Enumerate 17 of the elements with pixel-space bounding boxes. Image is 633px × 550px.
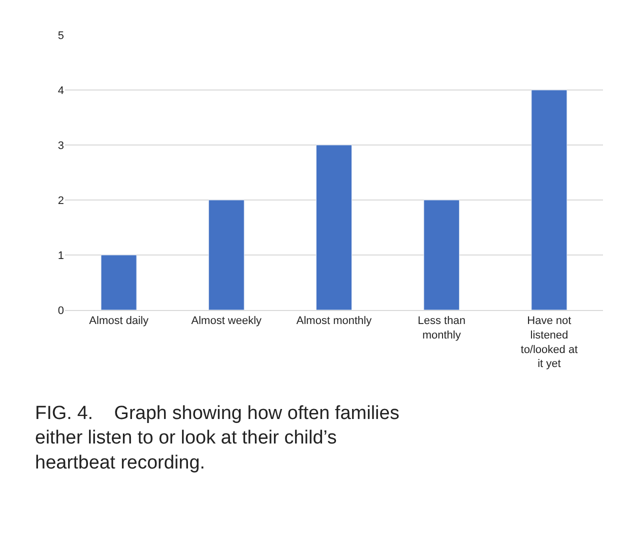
y-tick-label: 0: [58, 304, 64, 317]
bar: [100, 254, 137, 310]
x-tick-label: Have not listened to/looked at it yet: [520, 315, 578, 370]
bar: [424, 200, 460, 310]
caption: FIG. 4. Graph showing how often families either listen to or look at their child’s heartbeat recording.: [35, 403, 400, 474]
y-tick-label: 3: [58, 140, 64, 152]
y-tick-label: 4: [58, 84, 64, 97]
bar: [316, 144, 352, 310]
x-tick-label: Almost monthly: [296, 315, 372, 328]
x-tick-label: Less than monthly: [418, 315, 466, 342]
x-tick-label: Almost weekly: [191, 315, 262, 328]
x-tick-label: Almost daily: [89, 315, 149, 328]
y-tick-label: 1: [58, 250, 64, 262]
bar: [531, 90, 568, 310]
y-tick-label: 2: [58, 194, 64, 207]
y-tick-label: 5: [58, 30, 64, 42]
bar: [208, 200, 244, 310]
